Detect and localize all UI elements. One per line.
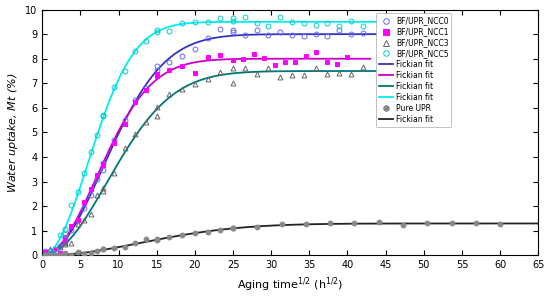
Legend: BF/UPR_NCC0, BF/UPR_NCC1, BF/UPR_NCC3, BF/UPR_NCC5, Fickian fit, Fickian fit, Fi: BF/UPR_NCC0, BF/UPR_NCC1, BF/UPR_NCC3, B… <box>376 14 452 127</box>
X-axis label: Aging time$^{1/2}$ (h$^{1/2}$): Aging time$^{1/2}$ (h$^{1/2}$) <box>237 276 343 294</box>
Y-axis label: Water uptake, $Mt$ (%): Water uptake, $Mt$ (%) <box>6 72 20 193</box>
